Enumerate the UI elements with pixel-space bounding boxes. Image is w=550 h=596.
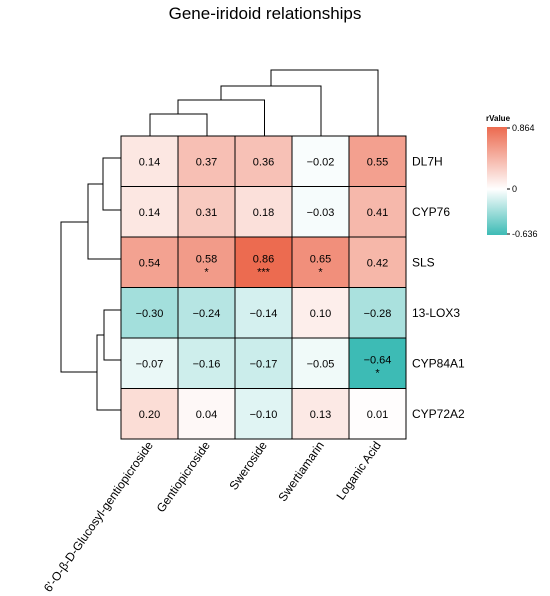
legend-colorbar	[487, 127, 507, 235]
heatmap-cell	[348, 186, 407, 238]
heatmap-cell	[234, 337, 293, 389]
row-label: CYP72A2	[412, 407, 465, 421]
heatmap-cell	[120, 337, 179, 389]
cell-value-label: −0.02	[307, 156, 335, 168]
cell-value-label: −0.14	[250, 308, 278, 320]
cell-value-label: 0.86	[253, 253, 274, 265]
heatmap-cell	[348, 287, 407, 339]
cell-value-label: −0.24	[193, 308, 221, 320]
cell-value-label: 0.14	[139, 156, 160, 168]
cell-value-label: 0.41	[367, 207, 388, 219]
heatmap-cell	[291, 236, 350, 288]
heatmap-cell	[234, 287, 293, 339]
column-label: Loganic Acid	[333, 439, 384, 503]
chart-title: Gene-iridoid relationships	[169, 4, 362, 23]
cell-value-label: 0.20	[139, 409, 160, 421]
significance-marker: *	[204, 266, 209, 278]
heatmap-cell	[177, 388, 236, 440]
cell-value-label: 0.13	[310, 409, 331, 421]
cell-value-label: 0.42	[367, 257, 388, 269]
significance-marker: *	[318, 266, 323, 278]
significance-marker: ***	[257, 266, 271, 278]
significance-marker: *	[375, 367, 380, 379]
legend-title: rValue	[486, 114, 511, 123]
cell-value-label: −0.64	[364, 354, 392, 366]
column-dendrogram	[149, 69, 379, 136]
cell-value-label: −0.28	[364, 308, 392, 320]
heatmap-cell	[177, 287, 236, 339]
cell-value-label: 0.10	[310, 308, 331, 320]
heatmap-cell	[291, 388, 350, 440]
column-label: Swertiamarin	[275, 439, 327, 504]
row-label: CYP84A1	[412, 356, 465, 370]
legend-label-zero: 0	[512, 184, 517, 194]
cell-value-label: −0.07	[136, 358, 164, 370]
column-label: 6'-O-β-D-Glucosyl-gentiopicroside	[41, 438, 156, 594]
cell-value-label: −0.03	[307, 207, 335, 219]
cell-value-label: −0.10	[250, 409, 278, 421]
row-label: CYP76	[412, 205, 450, 219]
column-labels: 6'-O-β-D-Glucosyl-gentiopicrosideGentiop…	[41, 438, 384, 594]
heatmap-cell	[177, 337, 236, 389]
row-dendrogram	[60, 157, 121, 411]
row-labels: DL7H CYP76 SLS 13-LOX3 CYP84A1 CYP72A2	[412, 154, 465, 421]
heatmap-cell	[177, 236, 236, 288]
cell-value-label: 0.36	[253, 156, 274, 168]
cell-value-label: 0.58	[196, 253, 217, 265]
cell-value-label: 0.01	[367, 409, 388, 421]
row-label: SLS	[412, 255, 435, 269]
cell-value-label: 0.31	[196, 207, 217, 219]
heatmap-cell	[348, 388, 407, 440]
cell-value-label: 0.18	[253, 207, 274, 219]
row-label: DL7H	[412, 154, 443, 168]
heatmap-cell	[291, 287, 350, 339]
heatmap-cells: 0.14 0.37 0.36 −0.02 0.55 0.14 0.31 0.18 −0.03 0.…	[120, 135, 407, 440]
color-legend: rValue 0.864 0 -0.636	[486, 114, 538, 239]
cell-value-label: 0.55	[367, 156, 388, 168]
cell-value-label: 0.37	[196, 156, 217, 168]
cell-value-label: −0.30	[136, 308, 164, 320]
cell-value-label: −0.17	[250, 358, 278, 370]
heatmap-cell	[234, 186, 293, 238]
column-label: Gentiopicroside	[154, 438, 213, 515]
cell-value-label: −0.05	[307, 358, 335, 370]
cell-value-label: −0.16	[193, 358, 221, 370]
heatmap-cell	[234, 388, 293, 440]
heatmap-cell	[348, 337, 407, 389]
cell-value-label: 0.54	[139, 257, 160, 269]
cell-value-label: 0.14	[139, 207, 160, 219]
heatmap-cell	[120, 186, 179, 238]
cell-value-label: 0.65	[310, 253, 331, 265]
column-label: Sweroside	[226, 438, 270, 492]
heatmap-cell	[120, 135, 179, 187]
cell-value-label: 0.04	[196, 409, 217, 421]
row-label: 13-LOX3	[412, 306, 460, 320]
heatmap-cell	[120, 287, 179, 339]
legend-label-min: -0.636	[512, 229, 538, 239]
heatmap-cell	[177, 135, 236, 187]
legend-label-max: 0.864	[512, 123, 535, 133]
heatmap-cell	[234, 135, 293, 187]
